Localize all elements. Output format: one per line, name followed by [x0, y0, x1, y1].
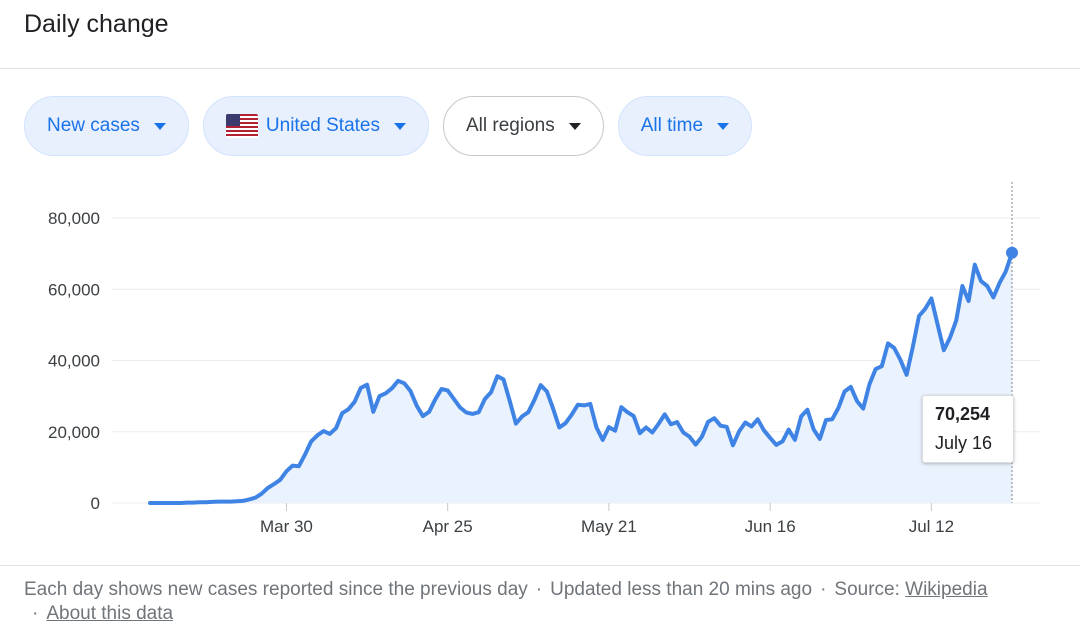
- wikipedia-link[interactable]: Wikipedia: [905, 579, 988, 600]
- x-tick-label: Jun 16: [745, 517, 796, 536]
- footer-updated: Updated less than 20 mins ago: [550, 579, 813, 600]
- x-tick-label: Mar 30: [260, 517, 313, 536]
- metric-dropdown-label: New cases: [47, 115, 140, 136]
- country-dropdown[interactable]: United States: [202, 96, 429, 156]
- region-dropdown-label: All regions: [466, 115, 555, 136]
- caret-down-icon: [153, 122, 166, 130]
- caret-down-icon: [568, 122, 581, 130]
- x-tick-label: Jul 12: [909, 517, 954, 536]
- y-tick-label: 0: [91, 494, 100, 513]
- separator-dot: ·: [535, 579, 543, 600]
- data-point-latest: [1006, 246, 1018, 259]
- us-flag-icon: [225, 114, 258, 138]
- y-tick-label: 20,000: [48, 423, 100, 442]
- footer-description: Each day shows new cases reported since …: [24, 579, 528, 600]
- metric-dropdown[interactable]: New cases: [24, 96, 189, 156]
- time-range-dropdown[interactable]: All time: [617, 96, 753, 156]
- daily-cases-chart[interactable]: 0 20,000 40,000 60,000 80,000 Mar 30 Apr 25 May…: [0, 170, 1080, 560]
- x-tick-label: Apr 25: [423, 517, 473, 536]
- filter-bar: New cases United States All regions All …: [24, 96, 753, 156]
- y-tick-label: 80,000: [48, 209, 100, 228]
- y-tick-label: 60,000: [48, 280, 100, 299]
- separator-dot: ·: [820, 579, 827, 600]
- time-range-dropdown-label: All time: [640, 115, 704, 136]
- x-tick-label: May 21: [581, 517, 637, 536]
- tooltip-date: July 16: [935, 433, 993, 453]
- page-title: Daily change: [24, 10, 169, 38]
- chart-tooltip: 70,254 July 16: [922, 395, 1014, 463]
- tooltip-value: 70,254: [935, 404, 991, 424]
- series-line: [148, 250, 1014, 505]
- area-fill: [150, 252, 1012, 503]
- footer: Each day shows new cases reported since …: [24, 578, 1064, 626]
- source-label: Source:: [834, 579, 900, 600]
- caret-down-icon: [394, 122, 406, 130]
- y-tick-label: 40,000: [48, 352, 100, 371]
- about-data-link[interactable]: About this data: [46, 603, 174, 624]
- country-dropdown-label: United States: [265, 115, 380, 136]
- card-header: Daily change: [0, 0, 1080, 69]
- separator-dot: ·: [32, 603, 39, 624]
- region-dropdown[interactable]: All regions: [443, 96, 604, 156]
- caret-down-icon: [717, 122, 730, 130]
- footer-divider: [0, 565, 1080, 566]
